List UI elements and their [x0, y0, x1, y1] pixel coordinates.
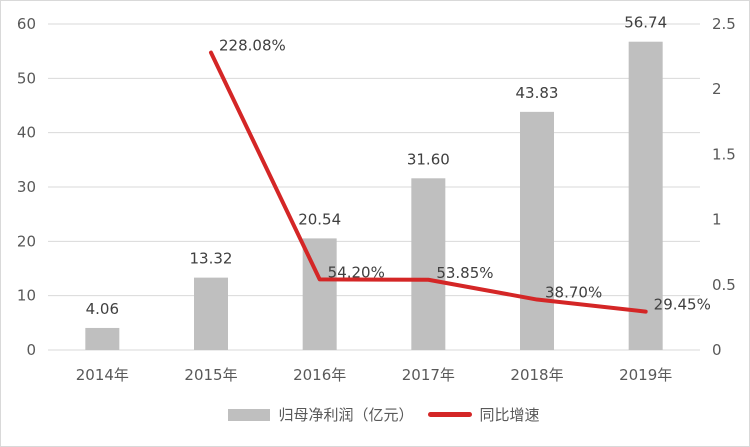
x-tick-label: 2015年 [184, 366, 237, 384]
bar [628, 41, 663, 350]
x-tick-label: 2019年 [619, 366, 672, 384]
bar-data-label: 43.83 [516, 84, 559, 102]
y-left-tick-label: 30 [17, 178, 36, 196]
y-right-tick-label: 1.5 [712, 145, 736, 163]
bar [411, 178, 446, 350]
bar-data-label: 4.06 [86, 300, 119, 318]
bar-data-label: 20.54 [298, 210, 341, 228]
x-tick-label: 2018年 [510, 366, 563, 384]
x-tick-label: 2017年 [402, 366, 455, 384]
y-right-tick-label: 2.5 [712, 15, 736, 33]
y-left-tick-label: 60 [17, 15, 36, 33]
y-left-tick-label: 20 [17, 232, 36, 250]
legend-item-net-profit: 归母净利润（亿元） [210, 404, 414, 425]
x-tick-label: 2016年 [293, 366, 346, 384]
growth-line [209, 50, 648, 314]
y-left-tick-label: 40 [17, 124, 36, 142]
y-left-tick-label: 50 [17, 69, 36, 87]
x-tick-label: 2014年 [76, 366, 129, 384]
line-data-label: 228.08% [219, 37, 286, 55]
line-data-label: 53.85% [436, 264, 493, 282]
combo-chart: 0 10 20 30 40 50 60 0 0.5 1 1.5 2 2.5 2014年 2015年 2016年… [17, 14, 736, 384]
line-data-label: 54.20% [328, 263, 385, 281]
y-right-tick-label: 0.5 [712, 276, 736, 294]
bar [194, 277, 228, 350]
bar [520, 111, 554, 351]
y-right-tick-label: 2 [712, 80, 722, 98]
legend: 归母净利润（亿元） 同比增速 [0, 404, 750, 425]
y-right-tick-label: 1 [712, 211, 722, 229]
line-swatch-icon [427, 412, 472, 417]
legend-item-growth: 同比增速 [420, 404, 540, 425]
bar-data-label: 13.32 [190, 250, 233, 268]
legend-label-growth: 同比增速 [479, 406, 540, 424]
y-left-tick-label: 0 [26, 341, 36, 359]
y-left-tick-label: 10 [17, 287, 36, 305]
bar-data-label: 56.74 [624, 14, 667, 32]
legend-label-net-profit: 归母净利润（亿元） [278, 406, 414, 424]
bar [85, 327, 120, 350]
line-data-label: 38.70% [545, 284, 602, 302]
y-right-tick-label: 0 [712, 341, 722, 359]
bar-swatch-icon [228, 408, 271, 421]
bar-data-label: 31.60 [407, 150, 450, 168]
line-data-label: 29.45% [654, 296, 711, 314]
